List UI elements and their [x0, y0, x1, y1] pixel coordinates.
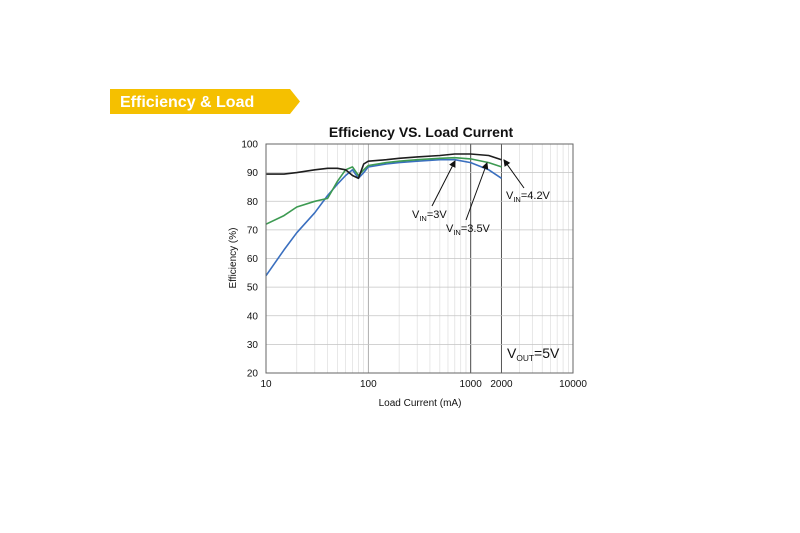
y-tick-label: 70 — [247, 225, 259, 236]
vout-annotation: VOUT=5V — [507, 345, 560, 363]
series-line — [266, 153, 502, 180]
x-tick-label: 2000 — [490, 379, 513, 390]
x-tick-label: 10 — [260, 379, 272, 390]
grid-lines — [265, 143, 574, 374]
y-tick-label: 90 — [247, 168, 259, 179]
y-tick-label: 30 — [247, 340, 259, 351]
series-line — [265, 156, 502, 225]
y-tick-label: 100 — [241, 140, 258, 151]
label-arrow — [431, 160, 456, 207]
y-tick-label: 50 — [247, 283, 259, 294]
x-tick-label: 100 — [360, 379, 377, 390]
banner-shape: Efficiency & Load — [110, 89, 300, 114]
series-line — [265, 158, 502, 277]
label-arrow — [465, 162, 489, 221]
y-tick-label: 40 — [247, 311, 259, 322]
x-axis-label: Load Current (mA) — [379, 398, 462, 409]
series-label: VIN=3.5V — [446, 223, 491, 237]
label-arrow — [503, 159, 525, 189]
plot-frame — [265, 143, 574, 374]
x-tick-label: 1000 — [460, 379, 483, 390]
banner-label: Efficiency & Load — [120, 94, 254, 111]
section-banner: Efficiency & Load — [110, 89, 300, 114]
y-tick-label: 60 — [247, 254, 259, 265]
series-label: VIN=4.2V — [506, 190, 551, 204]
y-tick-label: 80 — [247, 197, 259, 208]
tick-labels: 10 100 1000 2000 10000 20 30 40 50 60 70 80 90 100 — [241, 140, 587, 391]
y-tick-label: 20 — [247, 369, 259, 380]
series-label: VIN=3V — [412, 209, 447, 223]
data-series — [265, 153, 502, 277]
y-axis-label: Efficiency (%) — [228, 228, 239, 289]
chart-title: Efficiency VS. Load Current — [329, 124, 514, 140]
x-tick-label: 10000 — [559, 379, 587, 390]
